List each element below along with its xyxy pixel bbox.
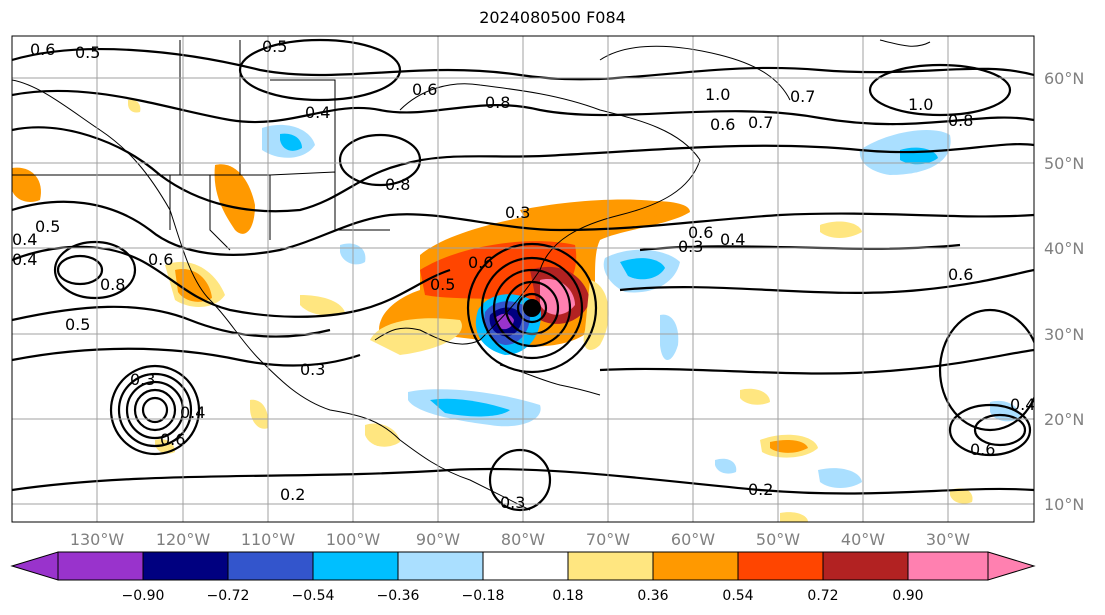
- lon-label: 130°W: [70, 530, 125, 549]
- contour-label: 0.8: [948, 111, 973, 130]
- contour-label: 0.3: [500, 493, 525, 512]
- contour-label: 0.4: [305, 103, 330, 122]
- gridlines: [12, 36, 1034, 522]
- lon-label: 30°W: [926, 530, 970, 549]
- contour-label: 0.5: [75, 43, 100, 62]
- lat-label: 20°N: [1044, 410, 1084, 429]
- latitude-labels: 60°N 50°N 40°N 30°N 20°N 10°N: [1044, 69, 1084, 514]
- colorbar-tick: 0.18: [552, 588, 583, 604]
- map-title: 2024080500 F084: [479, 8, 626, 27]
- lat-label: 40°N: [1044, 239, 1084, 258]
- colorbar-segment: [482, 551, 569, 581]
- colorbar-tick: 0.90: [892, 588, 923, 604]
- lon-label: 100°W: [326, 530, 381, 549]
- contour-label: 0.8: [385, 175, 410, 194]
- contour-label: 0.8: [100, 275, 125, 294]
- lon-label: 80°W: [501, 530, 545, 549]
- lon-label: 70°W: [586, 530, 630, 549]
- contour-label: 0.5: [430, 275, 455, 294]
- contour-label: 0.4: [720, 230, 745, 249]
- colorbar-tick: −0.72: [207, 588, 250, 604]
- colorbar-segment: [652, 551, 739, 581]
- contour-label: 0.8: [485, 93, 510, 112]
- contour-label: 0.6: [148, 250, 173, 269]
- contour-label: 0.3: [300, 360, 325, 379]
- colorbar-segment: [227, 551, 314, 581]
- colorbar-segment: [987, 551, 1036, 581]
- contour-label: 0.4: [12, 230, 37, 249]
- colorbar-segment: [737, 551, 824, 581]
- colorbar-segment: [822, 551, 909, 581]
- colorbar-tick: 0.72: [807, 588, 838, 604]
- colorbar-segment: [907, 551, 989, 581]
- contour-label: 0.4: [1010, 395, 1035, 414]
- contour-label: 0.7: [790, 87, 815, 106]
- contour-label: 0.5: [65, 315, 90, 334]
- lat-label: 30°N: [1044, 325, 1084, 344]
- contour-label: 0.4: [180, 403, 205, 422]
- lon-label: 90°W: [416, 530, 460, 549]
- contour-label: 1.0: [908, 95, 933, 114]
- colorbar-segment: [567, 551, 654, 581]
- contour-label: 0.6: [412, 80, 437, 99]
- contour-label: 0.5: [262, 37, 287, 56]
- contour-label: 0.6: [468, 253, 493, 272]
- lon-label: 60°W: [671, 530, 715, 549]
- contour-label: 0.5: [35, 217, 60, 236]
- colorbar-segment: [312, 551, 399, 581]
- contour-label: 0.6: [688, 223, 713, 242]
- contour-label: 1.0: [705, 85, 730, 104]
- colorbar-ticks: −0.90 −0.72 −0.54 −0.36 −0.18 0.18 0.36 …: [122, 588, 924, 604]
- colorbar-tick: 0.36: [637, 588, 668, 604]
- storm-center-marker: [523, 299, 541, 317]
- contour-label: 0.6: [30, 40, 55, 59]
- lon-label: 110°W: [241, 530, 296, 549]
- lat-label: 10°N: [1044, 495, 1084, 514]
- contour-label: 0.6: [160, 430, 185, 449]
- contour-labels: 0.6 0.5 0.5 0.4 0.6 0.8 1.0 0.7 0.7 1.0 …: [12, 37, 1035, 512]
- contour-label: 0.2: [280, 485, 305, 504]
- colorbar-tick: −0.54: [292, 588, 335, 604]
- contour-label: 0.6: [970, 440, 995, 459]
- lat-label: 50°N: [1044, 154, 1084, 173]
- contour-label: 0.7: [748, 113, 773, 132]
- shading-layer: [12, 99, 1020, 522]
- contour-label: 0.3: [505, 203, 530, 222]
- contour-label: 0.2: [748, 480, 773, 499]
- map-frame: [11, 35, 1035, 523]
- colorbar-segment: [397, 551, 484, 581]
- colorbar-tick: −0.90: [122, 588, 165, 604]
- contour-label: 0.3: [678, 237, 703, 256]
- colorbar-tick: 0.54: [722, 588, 753, 604]
- colorbar-tick: −0.36: [377, 588, 420, 604]
- lon-label: 120°W: [156, 530, 211, 549]
- colorbar-segment: [57, 551, 144, 581]
- colorbar-segment: [142, 551, 229, 581]
- colorbar: [10, 551, 1036, 581]
- contour-label: 0.6: [710, 115, 735, 134]
- longitude-labels: 130°W 120°W 110°W 100°W 90°W 80°W 70°W 6…: [70, 530, 970, 549]
- colorbar-segment: [10, 551, 59, 581]
- colorbar-tick: −0.18: [462, 588, 505, 604]
- lon-label: 40°W: [841, 530, 885, 549]
- contour-label: 0.6: [948, 265, 973, 284]
- contour-label: 0.3: [130, 370, 155, 389]
- lat-label: 60°N: [1044, 69, 1084, 88]
- lon-label: 50°W: [756, 530, 800, 549]
- contour-label: 0.4: [12, 250, 37, 269]
